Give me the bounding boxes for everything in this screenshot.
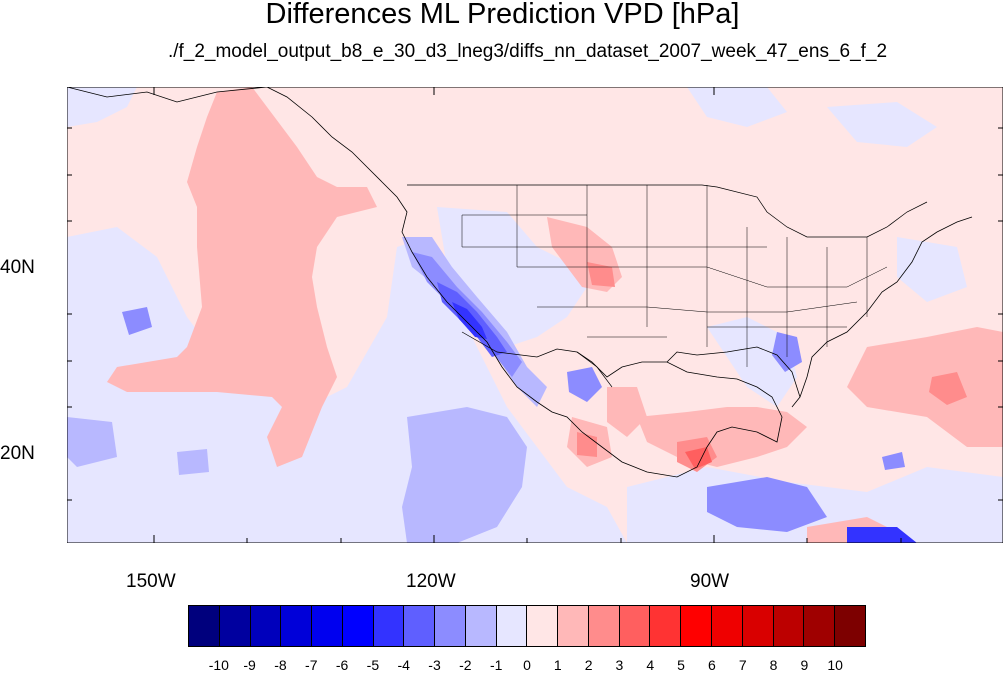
field-pink-zone <box>607 387 647 437</box>
field-blue-zone <box>452 302 487 339</box>
field-red-zone <box>587 262 615 287</box>
colorbar-label: -1 <box>489 657 503 673</box>
colorbar-swatch <box>403 606 435 646</box>
colorbar-swatch <box>834 606 865 646</box>
colorbar-label: -5 <box>366 657 380 673</box>
field-red-zone <box>577 432 597 457</box>
field-blue-zone <box>847 527 917 543</box>
field-blue-zone <box>177 449 209 475</box>
colorbar-swatch <box>803 606 835 646</box>
field-light-blue-zone <box>687 87 787 127</box>
colorbar-label: -4 <box>397 657 410 673</box>
colorbar-swatch <box>218 606 250 646</box>
lon-tick-marks <box>153 87 902 543</box>
colorbar-swatch <box>649 606 681 646</box>
colorbar-label: 7 <box>738 657 747 673</box>
colorbar-label: 10 <box>827 657 843 673</box>
lon-label-120w: 120W <box>406 571 456 592</box>
colorbar-swatch <box>434 606 465 646</box>
colorbar-swatch <box>311 606 342 646</box>
field-red-zone <box>685 447 712 469</box>
map-subtitle: ./f_2_model_output_b8_e_30_d3_lneg3/diff… <box>167 41 888 62</box>
field-light-blue-zone <box>707 317 797 407</box>
colorbar-label: -6 <box>335 657 349 673</box>
field-red-zone <box>929 372 967 405</box>
colorbar-label: 8 <box>769 657 778 673</box>
colorbar-label: 4 <box>646 657 655 673</box>
colorbar-label: 2 <box>584 657 593 673</box>
field-blue-zone <box>67 417 117 467</box>
colorbar-label: 6 <box>708 657 716 673</box>
colorbar-swatch <box>280 606 312 646</box>
lat-label-40n: 40N <box>0 257 35 278</box>
north-america-coastline <box>67 87 973 478</box>
field-blue-zone <box>707 477 827 532</box>
lat-tick-marks <box>67 127 1003 501</box>
colorbar-label: 5 <box>677 657 685 673</box>
colorbar-label: -7 <box>305 657 318 673</box>
colorbar-label: -8 <box>274 657 287 673</box>
colorbar-label: 3 <box>615 657 624 673</box>
state-borders <box>461 185 888 367</box>
colorbar-swatch <box>587 606 619 646</box>
colorbar-label: 9 <box>800 657 809 673</box>
colorbar-swatch <box>495 606 527 646</box>
colorbar-swatch <box>526 606 558 646</box>
colorbar-swatch <box>772 606 804 646</box>
colorbar-swatch <box>557 606 588 646</box>
colorbar-swatch <box>741 606 773 646</box>
field-blue-zone <box>122 307 152 335</box>
colorbar-swatch <box>189 606 219 646</box>
field-blue-zone <box>402 407 527 543</box>
colorbar-label: 1 <box>553 657 562 673</box>
field-blue-zone <box>882 452 905 470</box>
colorbar-label: 0 <box>523 657 531 673</box>
field-blue-zone <box>567 367 602 402</box>
colorbar-label: -9 <box>243 657 256 673</box>
country-borders <box>407 184 928 388</box>
colorbar-swatch <box>680 606 712 646</box>
field-light-blue-zone <box>897 237 967 302</box>
colorbar-swatch <box>618 606 650 646</box>
colorbar-label: -10 <box>208 657 229 673</box>
field-pink-zone <box>847 327 1003 447</box>
lat-label-20n: 20N <box>0 443 35 464</box>
colorbar-swatch <box>711 606 742 646</box>
colorbar-swatch <box>372 606 404 646</box>
colorbar-swatch <box>249 606 281 646</box>
map-title: Differences ML Prediction VPD [hPa] <box>265 0 740 30</box>
lon-label-90w: 90W <box>690 571 730 592</box>
colorbar-swatch <box>341 606 373 646</box>
field-light-blue-zone <box>827 102 937 147</box>
field-pink-zone <box>107 87 377 467</box>
colorbar-label: -3 <box>428 657 441 673</box>
colorbar-swatch <box>464 606 496 646</box>
field-light-blue-zone <box>67 87 137 127</box>
colorbar <box>188 605 866 647</box>
lon-label-150w: 150W <box>126 571 176 592</box>
vpd-difference-map <box>67 87 1003 543</box>
colorbar-label: -2 <box>459 657 472 673</box>
